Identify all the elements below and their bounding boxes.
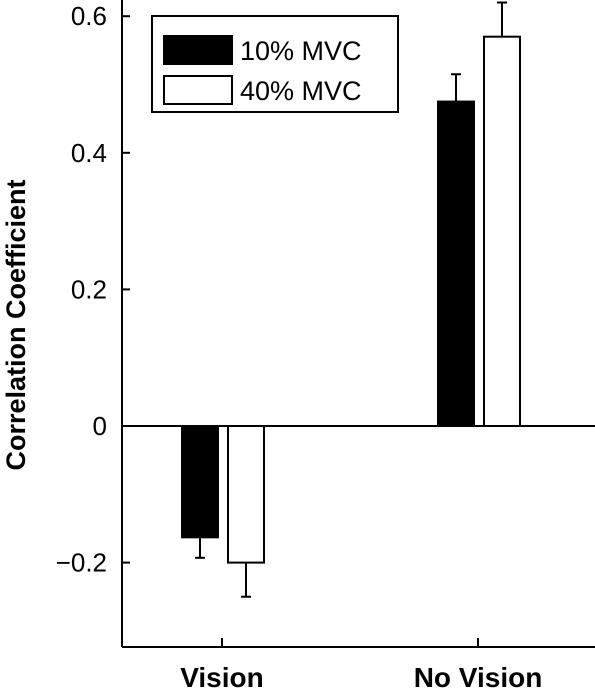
y-tick-label: 0.2 — [71, 274, 107, 304]
x-tick-label: No Vision — [414, 662, 543, 693]
x-tick-label: Vision — [180, 662, 264, 693]
y-tick-label: 0.6 — [71, 1, 107, 31]
bar — [483, 35, 521, 427]
legend-swatch — [163, 35, 233, 65]
y-axis-label: Correlation Coefficient — [1, 179, 31, 470]
y-tick-label: −0.2 — [56, 548, 107, 578]
bar — [227, 425, 265, 564]
y-ticks-group: −0.2 0 0.2 0.4 0.6 — [56, 1, 130, 578]
legend: 10% MVC 40% MVC — [151, 15, 399, 113]
y-tick-label: 0 — [93, 411, 107, 441]
bar — [437, 100, 475, 427]
x-ticks-group: Vision No Vision — [180, 638, 542, 693]
y-tick-label: 0.4 — [71, 138, 107, 168]
error-bars-group — [195, 1, 507, 598]
legend-label: 40% MVC — [240, 76, 362, 106]
bars-group — [181, 35, 521, 564]
legend-swatch — [163, 75, 233, 105]
bar — [181, 425, 219, 539]
legend-label: 10% MVC — [240, 36, 362, 66]
